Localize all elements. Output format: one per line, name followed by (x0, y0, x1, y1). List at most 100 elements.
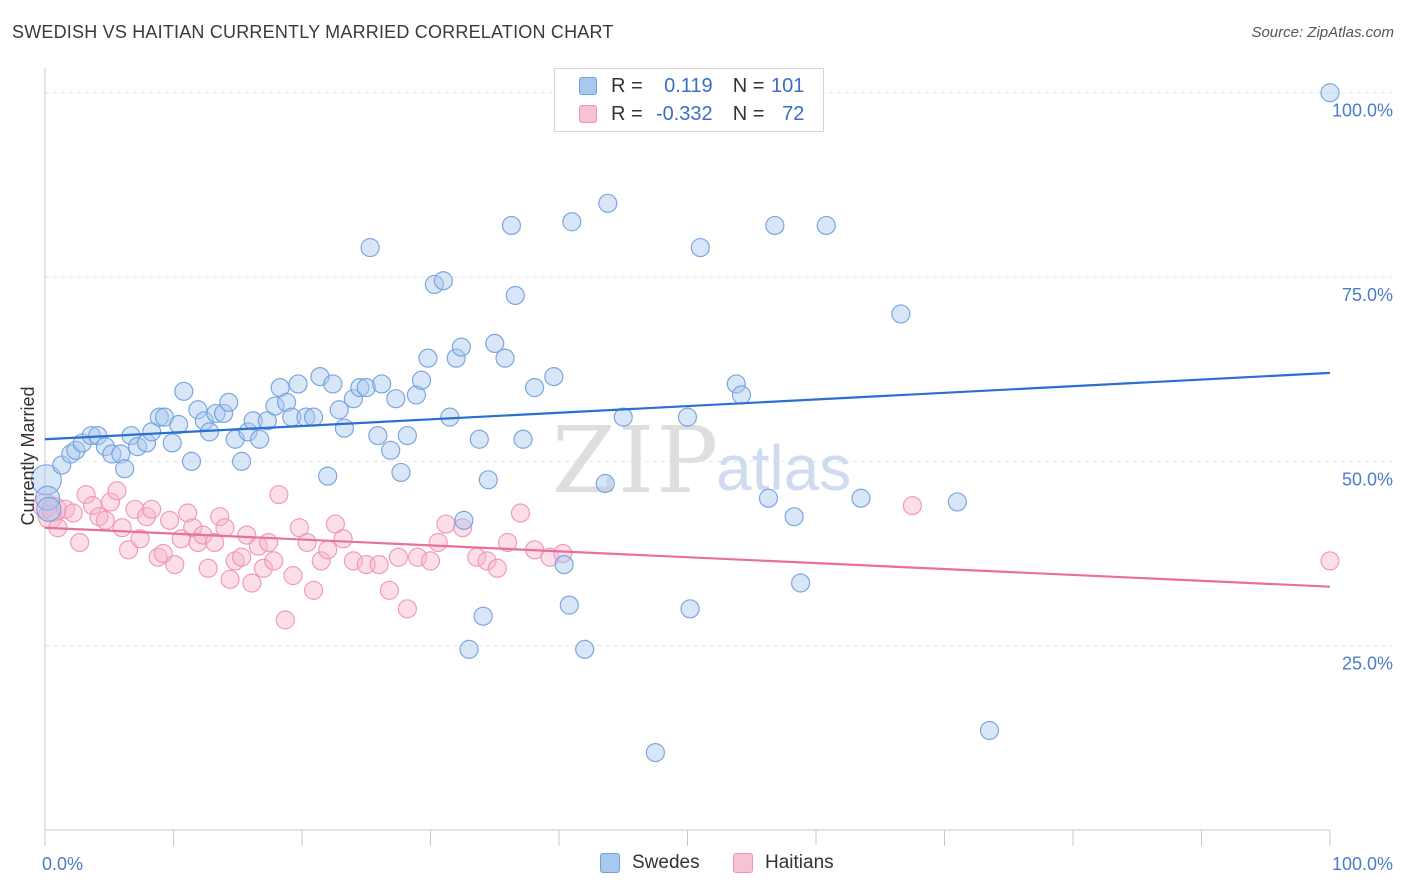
swedes-point[interactable] (303, 407, 324, 427)
swedes-point[interactable] (979, 720, 1000, 741)
swedes-point[interactable] (386, 389, 406, 409)
swedes-point[interactable] (680, 599, 700, 619)
swedes-point[interactable] (162, 433, 182, 453)
haitians-point[interactable] (258, 532, 279, 553)
swedes-point[interactable] (645, 742, 665, 763)
haitians-point[interactable] (275, 610, 295, 630)
swedes-point[interactable] (758, 488, 779, 508)
swedes-point[interactable] (495, 348, 515, 368)
haitians-point[interactable] (297, 532, 317, 553)
swedes-point[interactable] (149, 407, 169, 427)
swedes-point[interactable] (595, 473, 615, 494)
haitians-point[interactable] (153, 543, 173, 564)
swedes-point[interactable] (433, 271, 453, 291)
haitians-point[interactable] (183, 518, 203, 538)
swedes-point[interactable] (559, 595, 579, 615)
haitians-point[interactable] (107, 481, 127, 501)
swedes-point[interactable] (334, 418, 355, 438)
swedes-point[interactable] (1320, 83, 1340, 103)
haitians-point[interactable] (70, 532, 90, 553)
swedes-point[interactable] (451, 337, 471, 357)
haitians-point[interactable] (100, 492, 121, 512)
swedes-point[interactable] (169, 414, 189, 435)
haitians-point[interactable] (311, 551, 331, 571)
swedes-point[interactable] (406, 385, 426, 405)
swedes-point[interactable] (276, 392, 297, 412)
haitians-point[interactable] (477, 551, 497, 571)
swedes-point[interactable] (598, 193, 618, 213)
swedes-point[interactable] (329, 400, 349, 420)
swedes-point[interactable] (469, 429, 489, 449)
swedes-point[interactable] (142, 422, 162, 442)
swedes-point[interactable] (350, 378, 370, 398)
swedes-point[interactable] (265, 396, 285, 416)
swedes-point[interactable] (288, 374, 308, 394)
haitians-point[interactable] (902, 496, 922, 516)
haitians-point[interactable] (237, 525, 257, 545)
swedes-point[interactable] (61, 444, 81, 464)
swedes-point[interactable] (34, 485, 61, 511)
haitians-point[interactable] (215, 518, 235, 538)
haitians-point[interactable] (112, 518, 132, 538)
haitians-point[interactable] (303, 580, 324, 600)
haitians-point[interactable] (388, 547, 408, 567)
swedes-point[interactable] (391, 462, 411, 483)
swedes-point[interactable] (206, 403, 226, 424)
haitians-point[interactable] (369, 554, 389, 575)
haitians-point[interactable] (343, 551, 363, 571)
swedes-point[interactable] (501, 215, 522, 236)
swedes-point[interactable] (947, 492, 967, 512)
swedes-point[interactable] (816, 215, 836, 236)
swedes-point[interactable] (418, 348, 438, 368)
swedes-point[interactable] (397, 425, 417, 446)
haitians-point[interactable] (318, 540, 338, 560)
haitians-point[interactable] (242, 573, 262, 593)
haitians-point[interactable] (436, 514, 456, 534)
haitians-point[interactable] (178, 503, 198, 523)
legend-item-haitians[interactable]: Haitians (733, 852, 834, 874)
haitians-point[interactable] (148, 547, 168, 567)
swedes-point[interactable] (181, 451, 202, 471)
swedes-point[interactable] (454, 510, 474, 530)
haitians-point[interactable] (487, 558, 507, 578)
swedes-point[interactable] (513, 429, 533, 449)
swedes-point[interactable] (459, 639, 479, 659)
haitians-point[interactable] (225, 551, 245, 571)
swedes-point[interactable] (343, 389, 363, 409)
haitians-point[interactable] (333, 529, 353, 549)
swedes-point[interactable] (219, 392, 239, 412)
haitians-point[interactable] (264, 551, 284, 571)
haitians-point[interactable] (165, 554, 185, 575)
haitians-point[interactable] (420, 551, 441, 571)
swedes-point[interactable] (257, 411, 277, 431)
swedes-point[interactable] (562, 212, 582, 232)
swedes-point[interactable] (249, 429, 270, 449)
swedes-point[interactable] (575, 639, 595, 659)
haitians-point[interactable] (76, 484, 96, 505)
haitians-point[interactable] (498, 532, 518, 553)
swedes-point[interactable] (238, 422, 258, 442)
swedes-point[interactable] (381, 440, 401, 460)
swedes-point[interactable] (613, 407, 633, 427)
swedes-point[interactable] (524, 378, 545, 398)
haitians-point[interactable] (1320, 551, 1340, 571)
haitians-point[interactable] (142, 499, 162, 519)
swedes-point[interactable] (372, 374, 392, 394)
swedes-point[interactable] (690, 237, 710, 258)
swedes-point[interactable] (851, 488, 871, 508)
haitians-point[interactable] (428, 532, 448, 553)
haitians-point[interactable] (125, 499, 145, 519)
swedes-point[interactable] (478, 470, 498, 490)
swedes-point[interactable] (95, 437, 115, 457)
haitians-point[interactable] (63, 503, 83, 523)
swedes-point[interactable] (731, 385, 752, 405)
swedes-point[interactable] (765, 215, 785, 236)
haitians-point[interactable] (397, 599, 417, 619)
haitians-point[interactable] (160, 510, 180, 530)
swedes-point[interactable] (784, 507, 804, 527)
haitians-point[interactable] (82, 496, 103, 516)
swedes-point[interactable] (318, 466, 338, 486)
haitians-point[interactable] (453, 518, 473, 538)
haitians-point[interactable] (510, 503, 531, 523)
haitians-point[interactable] (408, 547, 428, 567)
